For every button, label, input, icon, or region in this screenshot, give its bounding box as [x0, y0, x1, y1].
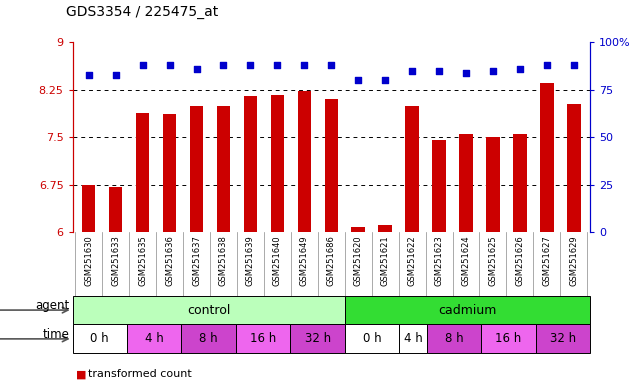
Point — [191, 66, 201, 72]
Point — [165, 62, 175, 68]
Point — [488, 68, 498, 74]
Bar — [73, 324, 127, 353]
Bar — [290, 324, 345, 353]
Point — [138, 62, 148, 68]
Bar — [73, 296, 345, 324]
Bar — [136, 113, 150, 232]
Point — [380, 77, 390, 83]
Bar — [82, 185, 95, 232]
Bar — [351, 227, 365, 232]
Point — [110, 71, 121, 78]
Point — [245, 62, 256, 68]
Text: GSM251640: GSM251640 — [273, 235, 282, 286]
Bar — [298, 91, 311, 232]
Text: GSM251633: GSM251633 — [111, 235, 120, 286]
Text: control: control — [187, 304, 230, 316]
Point — [299, 62, 309, 68]
Text: GSM251624: GSM251624 — [461, 235, 471, 286]
Text: GSM251622: GSM251622 — [408, 235, 416, 286]
Point — [273, 62, 283, 68]
Bar — [236, 324, 290, 353]
Text: 32 h: 32 h — [305, 333, 331, 345]
Text: GSM251639: GSM251639 — [246, 235, 255, 286]
Point — [353, 77, 363, 83]
Text: 4 h: 4 h — [404, 333, 422, 345]
Bar — [244, 96, 257, 232]
Bar — [324, 99, 338, 232]
Text: agent: agent — [35, 299, 69, 312]
Text: GSM251638: GSM251638 — [219, 235, 228, 286]
Text: GSM251635: GSM251635 — [138, 235, 147, 286]
Text: GSM251637: GSM251637 — [192, 235, 201, 286]
Bar — [567, 104, 581, 232]
Bar — [379, 225, 392, 232]
Bar — [399, 324, 427, 353]
Text: GSM251630: GSM251630 — [84, 235, 93, 286]
Text: GSM251626: GSM251626 — [516, 235, 524, 286]
Bar — [540, 83, 553, 232]
Bar — [271, 95, 284, 232]
Text: 8 h: 8 h — [444, 333, 463, 345]
Bar — [459, 134, 473, 232]
Bar — [163, 114, 176, 232]
Point — [326, 62, 336, 68]
Bar — [127, 324, 182, 353]
Text: cadmium: cadmium — [439, 304, 497, 316]
Text: GSM251686: GSM251686 — [327, 235, 336, 286]
Text: time: time — [42, 328, 69, 341]
Text: transformed count: transformed count — [88, 369, 192, 379]
Text: GSM251636: GSM251636 — [165, 235, 174, 286]
Point — [461, 70, 471, 76]
Text: GSM251625: GSM251625 — [488, 235, 497, 286]
Text: 4 h: 4 h — [145, 333, 163, 345]
Text: 32 h: 32 h — [550, 333, 576, 345]
Point — [515, 66, 525, 72]
Bar — [487, 137, 500, 232]
Text: GSM251629: GSM251629 — [569, 235, 579, 286]
Bar — [345, 324, 399, 353]
Bar — [216, 106, 230, 232]
Bar — [513, 134, 527, 232]
Text: GSM251649: GSM251649 — [300, 235, 309, 286]
Point — [407, 68, 417, 74]
Text: GSM251620: GSM251620 — [354, 235, 363, 286]
Text: 16 h: 16 h — [250, 333, 276, 345]
Text: ■: ■ — [76, 369, 86, 379]
Bar — [182, 324, 236, 353]
Bar — [427, 324, 481, 353]
Bar — [432, 141, 446, 232]
Point — [434, 68, 444, 74]
Bar — [190, 106, 203, 232]
Text: 16 h: 16 h — [495, 333, 521, 345]
Bar — [536, 324, 590, 353]
Point — [218, 62, 228, 68]
Text: 0 h: 0 h — [363, 333, 381, 345]
Text: GSM251627: GSM251627 — [543, 235, 551, 286]
Text: GDS3354 / 225475_at: GDS3354 / 225475_at — [66, 5, 218, 19]
Text: 0 h: 0 h — [90, 333, 109, 345]
Point — [84, 71, 94, 78]
Text: 8 h: 8 h — [199, 333, 218, 345]
Point — [542, 62, 552, 68]
Bar — [405, 106, 419, 232]
Point — [569, 62, 579, 68]
Text: GSM251623: GSM251623 — [435, 235, 444, 286]
Bar — [481, 324, 536, 353]
Bar — [109, 187, 122, 232]
Text: GSM251621: GSM251621 — [380, 235, 390, 286]
Bar — [345, 296, 590, 324]
